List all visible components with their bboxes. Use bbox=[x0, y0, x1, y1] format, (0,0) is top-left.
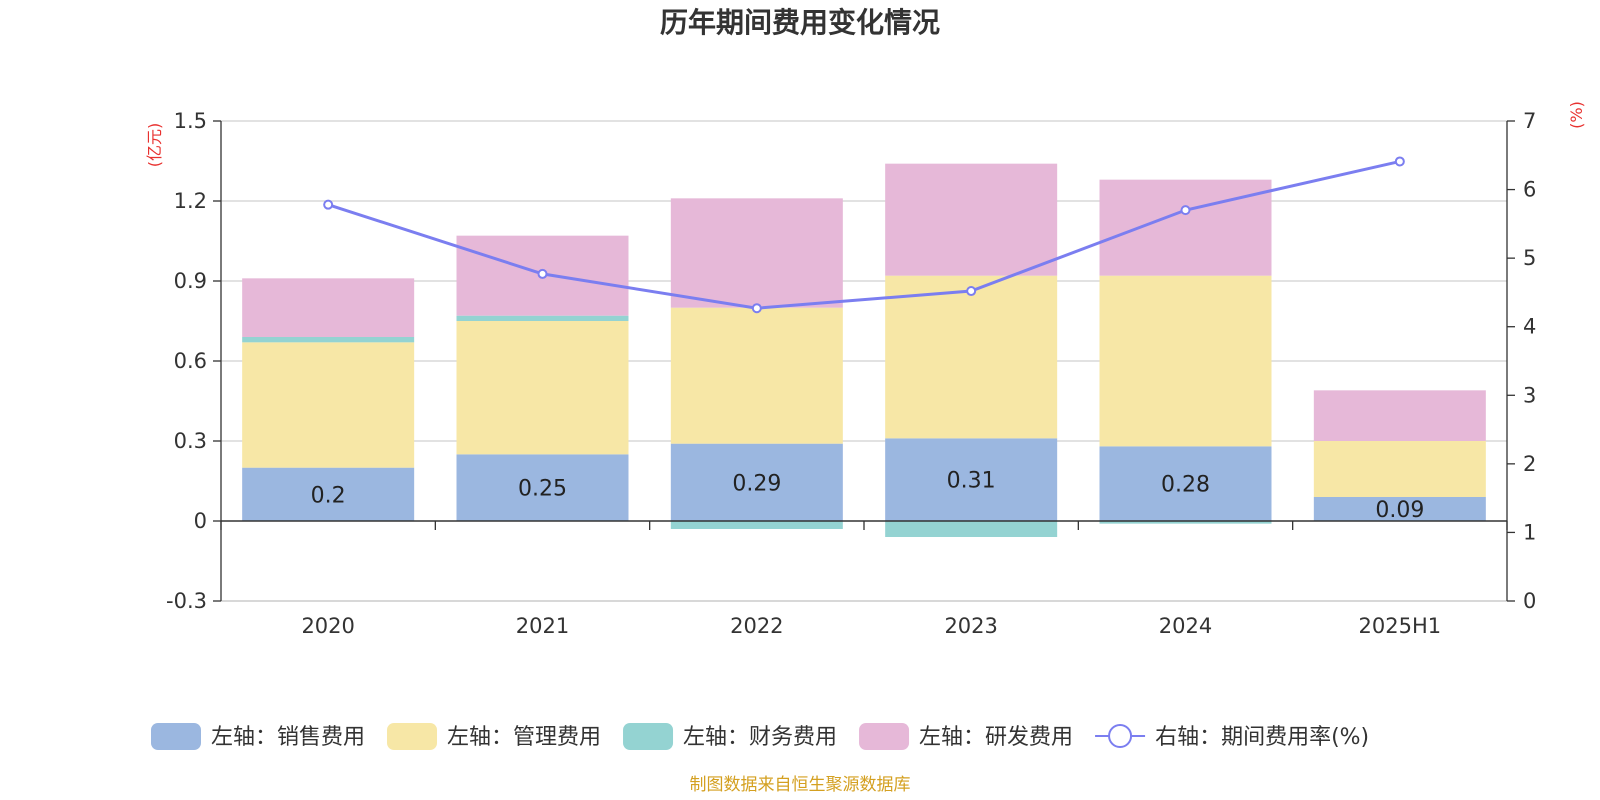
left-axis-tick-label: 1.5 bbox=[174, 109, 207, 133]
legend-label: 右轴：期间费用率(%) bbox=[1155, 725, 1369, 750]
right-axis-tick-label: 5 bbox=[1523, 246, 1536, 270]
data-label: 0.2 bbox=[311, 483, 346, 508]
bar-segment bbox=[242, 278, 415, 337]
bar-segment bbox=[670, 307, 843, 444]
legend-label: 左轴：财务费用 bbox=[683, 725, 837, 750]
bar-segment bbox=[1099, 521, 1272, 524]
bar-segment bbox=[456, 321, 629, 455]
data-label: 0.31 bbox=[947, 469, 996, 494]
legend-swatch bbox=[859, 723, 910, 750]
bar-segment bbox=[1099, 179, 1272, 276]
left-axis-tick-label: 0.9 bbox=[174, 269, 207, 293]
bar-segment bbox=[242, 337, 415, 343]
bar-segment bbox=[1313, 390, 1486, 441]
data-labels-layer: 0.2 0.25 0.29 0.31 0.28 0.09 bbox=[311, 469, 1425, 523]
bar-segment bbox=[1313, 441, 1486, 497]
bar-segment bbox=[885, 521, 1058, 537]
bar-segment bbox=[456, 454, 629, 521]
right-axis-tick-label: 3 bbox=[1523, 383, 1536, 407]
legend-label: 左轴：管理费用 bbox=[447, 725, 601, 750]
legend: 左轴：销售费用 左轴：管理费用 左轴：财务费用 左轴：研发费用 右轴：期间费用率(%) bbox=[151, 723, 1369, 750]
line-point bbox=[751, 303, 762, 314]
x-axis-tick-label: 2022 bbox=[730, 614, 783, 638]
legend-marker-swatch bbox=[1108, 724, 1133, 748]
right-axis-tick-label: 7 bbox=[1523, 109, 1536, 133]
bar-segment bbox=[885, 275, 1058, 439]
left-axis-unit: (亿元) bbox=[145, 123, 164, 168]
bar-segment bbox=[1099, 275, 1272, 447]
x-axis-tick-label: 2023 bbox=[944, 614, 997, 638]
bars-layer bbox=[242, 163, 1486, 537]
bar-segment bbox=[670, 521, 843, 529]
line-layer bbox=[323, 156, 1405, 314]
x-axis-tick-label: 2025H1 bbox=[1359, 614, 1442, 638]
legend-swatch bbox=[151, 723, 201, 750]
left-axis-tick-label: -0.3 bbox=[166, 589, 207, 613]
line-point bbox=[1180, 205, 1191, 216]
bar-segment bbox=[885, 438, 1058, 521]
right-axis-tick-label: 6 bbox=[1523, 178, 1536, 202]
bar-segment bbox=[456, 315, 629, 321]
right-axis-tick-label: 4 bbox=[1523, 315, 1536, 339]
legend-label: 左轴：研发费用 bbox=[919, 725, 1073, 750]
line-point bbox=[537, 268, 548, 279]
line-series-path bbox=[327, 159, 1401, 310]
data-label: 0.29 bbox=[732, 471, 781, 496]
axes-layer: -0.3 0 0.3 0.6 0.9 1.2 1.5 0 1 2 3 4 5 6 7 2020 2021 2022… bbox=[166, 109, 1536, 638]
bar-segment bbox=[885, 163, 1058, 276]
legend-swatch bbox=[387, 723, 438, 750]
bar-segment bbox=[670, 198, 843, 308]
left-axis-tick-label: 1.2 bbox=[174, 189, 207, 213]
line-point bbox=[323, 199, 334, 210]
legend-label: 左轴：销售费用 bbox=[211, 725, 365, 750]
data-label: 0.28 bbox=[1161, 473, 1210, 498]
source-note: 制图数据来自恒生聚源数据库 bbox=[690, 775, 911, 795]
bar-segment bbox=[1313, 497, 1486, 521]
bar-segment bbox=[1099, 446, 1272, 521]
bar-segment bbox=[242, 342, 415, 468]
data-label: 0.09 bbox=[1375, 498, 1424, 523]
left-axis-tick-label: 0.6 bbox=[174, 349, 207, 373]
left-axis-tick-label: 0.3 bbox=[174, 429, 207, 453]
left-axis-tick-label: 0 bbox=[194, 509, 207, 533]
grid-lines bbox=[221, 120, 1507, 602]
bar-segment bbox=[242, 467, 415, 521]
data-label: 0.25 bbox=[518, 477, 567, 502]
bar-segment bbox=[670, 443, 843, 521]
x-axis-tick-label: 2021 bbox=[516, 614, 569, 638]
line-point bbox=[966, 286, 977, 297]
x-axis-tick-label: 2020 bbox=[301, 614, 354, 638]
right-axis-tick-label: 0 bbox=[1523, 589, 1536, 613]
right-axis-tick-label: 2 bbox=[1523, 452, 1536, 476]
legend-swatch bbox=[623, 723, 674, 750]
right-axis-unit: (%) bbox=[1567, 101, 1586, 129]
x-axis-tick-label: 2024 bbox=[1159, 614, 1212, 638]
chart-title: 历年期间费用变化情况 bbox=[660, 6, 940, 39]
line-point bbox=[1394, 156, 1405, 167]
right-axis-tick-label: 1 bbox=[1523, 520, 1536, 544]
